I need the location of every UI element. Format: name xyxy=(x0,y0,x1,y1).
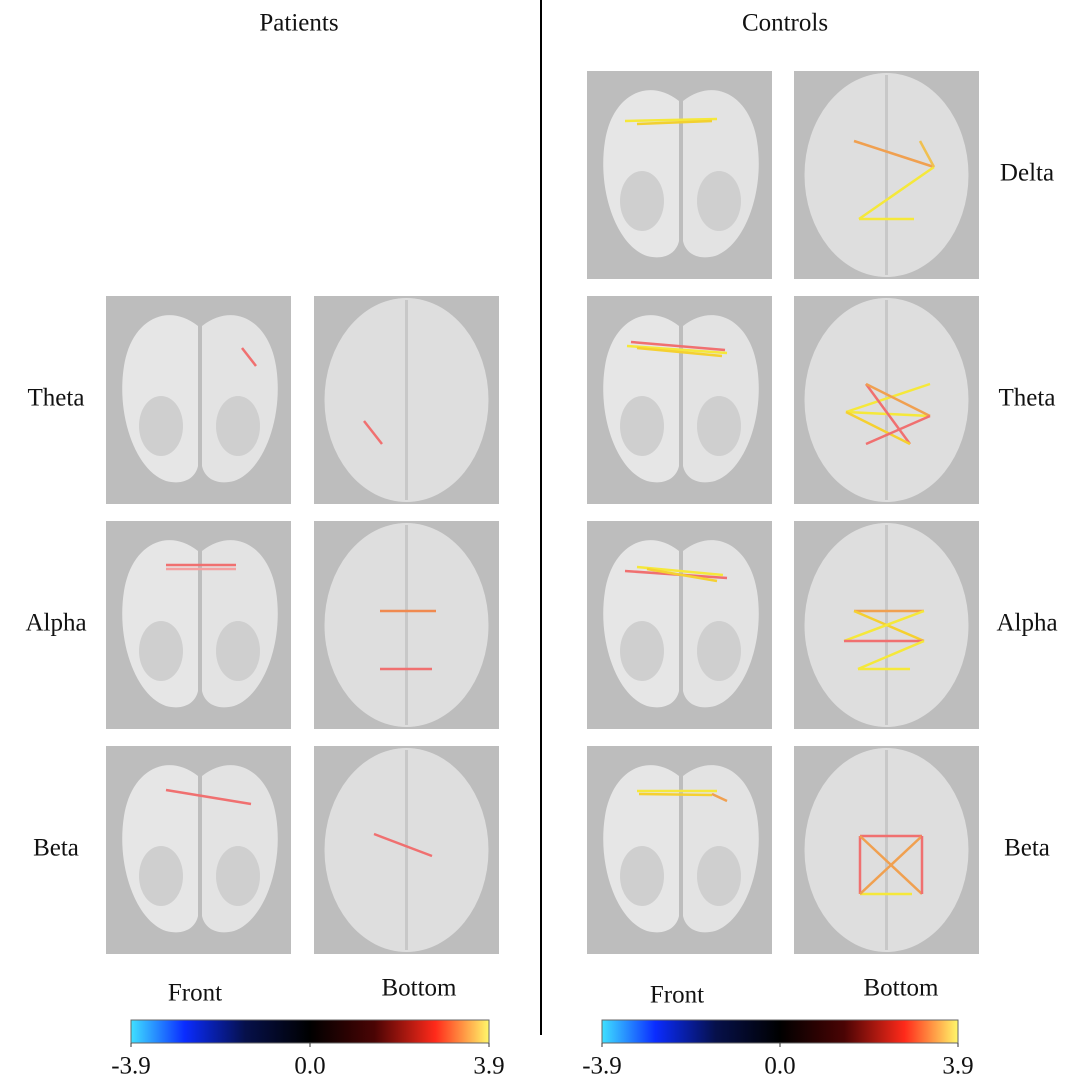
brain-shade xyxy=(139,621,183,681)
connection xyxy=(858,165,935,221)
connection xyxy=(636,565,724,577)
colorbar xyxy=(601,1019,959,1044)
colorbar xyxy=(130,1019,490,1044)
brain-shade xyxy=(697,171,741,231)
colorbar-tick-label: -3.9 xyxy=(111,1053,151,1080)
connection xyxy=(853,139,935,169)
brain-shade xyxy=(139,846,183,906)
brain-shade xyxy=(620,846,664,906)
connection xyxy=(843,609,925,643)
row-label: Delta xyxy=(1000,160,1054,187)
connection xyxy=(630,340,726,352)
view-label: Front xyxy=(168,980,222,1007)
row-label: Beta xyxy=(1004,835,1050,862)
connection xyxy=(363,420,383,445)
brain-shade xyxy=(139,396,183,456)
connection xyxy=(241,347,257,367)
connection xyxy=(859,835,923,895)
brain-shade xyxy=(697,621,741,681)
connection xyxy=(624,117,718,123)
brain-shade xyxy=(620,621,664,681)
colorbar-tick-label: 3.9 xyxy=(942,1053,973,1080)
view-label: Bottom xyxy=(863,975,939,1002)
connection xyxy=(857,639,925,671)
brain-shade xyxy=(697,396,741,456)
brain-shade xyxy=(620,171,664,231)
column-title: Controls xyxy=(742,10,828,37)
brain-shade xyxy=(697,846,741,906)
colorbar-tick-label: 3.9 xyxy=(473,1053,504,1080)
connection xyxy=(845,410,911,446)
connection xyxy=(918,140,936,168)
connection xyxy=(865,414,931,446)
brain-shade xyxy=(620,396,664,456)
connection xyxy=(636,119,713,126)
column-title: Patients xyxy=(259,10,338,37)
connection xyxy=(711,792,728,803)
connection xyxy=(845,382,931,414)
connection xyxy=(373,832,433,858)
row-label: Theta xyxy=(28,385,85,412)
view-label: Front xyxy=(650,982,704,1009)
connection xyxy=(626,344,728,355)
colorbar-tick-label: 0.0 xyxy=(764,1053,795,1080)
row-label: Beta xyxy=(33,835,79,862)
colorbar-tick-label: -3.9 xyxy=(582,1053,622,1080)
connection xyxy=(636,346,723,358)
brain-shade xyxy=(216,396,260,456)
connection xyxy=(864,383,912,445)
brain-shade xyxy=(216,621,260,681)
colorbar-tick-label: 0.0 xyxy=(294,1053,325,1080)
brain-shade xyxy=(216,846,260,906)
connection xyxy=(853,609,925,643)
row-label: Alpha xyxy=(25,610,86,637)
row-label: Alpha xyxy=(996,610,1057,637)
connection xyxy=(638,792,713,797)
view-label: Bottom xyxy=(381,975,457,1002)
row-label: Theta xyxy=(999,385,1056,412)
connection xyxy=(865,382,931,418)
connection xyxy=(165,788,252,806)
connection xyxy=(646,567,718,583)
